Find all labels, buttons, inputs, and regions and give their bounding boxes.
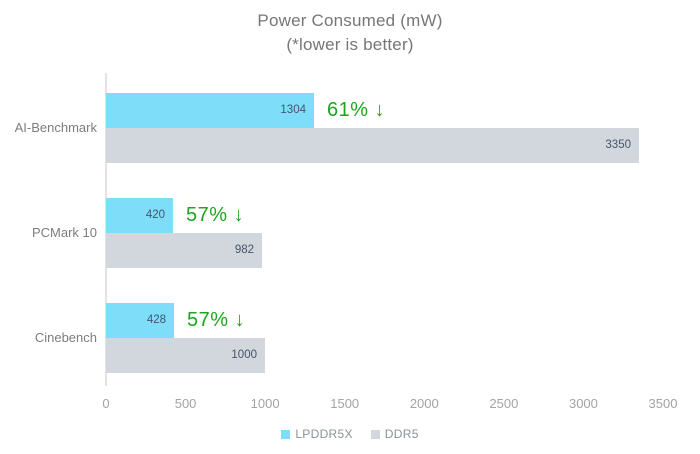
x-tick-label: 1500 xyxy=(330,396,360,411)
ddr5-bar-value: 982 xyxy=(234,244,254,256)
ddr5-bar: 1000 xyxy=(106,338,265,373)
percent-reduction-annotation: 61% ↓ xyxy=(327,99,386,121)
lpddr5x-bar: 428 xyxy=(106,303,174,338)
ddr5-bar: 982 xyxy=(106,233,262,268)
x-tick-label: 500 xyxy=(174,396,197,411)
legend-label: LPDDR5X xyxy=(295,427,353,441)
plot-area: 1304 3350 61% ↓ 420 982 57% ↓ 428 1000 57% ↓ xyxy=(106,93,676,383)
x-tick-label: 3500 xyxy=(648,396,678,411)
legend-label: DDR5 xyxy=(384,427,419,441)
legend-swatch-icon xyxy=(281,429,291,439)
lpddr5x-bar: 1304 xyxy=(106,93,314,128)
x-axis: 0 500 1000 1500 2000 2500 3000 3500 xyxy=(0,396,700,414)
category-axis: AI-Benchmark PCMark 10 Cinebench xyxy=(0,0,97,454)
legend-item-lpddr5x: LPDDR5X xyxy=(281,427,352,441)
ddr5-bar-value: 3350 xyxy=(605,139,631,151)
bar-group-cinebench: 428 1000 57% ↓ xyxy=(106,303,676,373)
lpddr5x-bar-value: 420 xyxy=(145,209,165,221)
chart-title: Power Consumed (mW) (*lower is better) xyxy=(0,9,700,57)
x-tick-label: 0 xyxy=(102,396,110,411)
ddr5-bar-value: 1000 xyxy=(231,349,257,361)
bar-group-pcmark-10: 420 982 57% ↓ xyxy=(106,198,676,268)
lpddr5x-bar: 420 xyxy=(106,198,173,233)
percent-reduction-annotation: 57% ↓ xyxy=(187,309,246,331)
x-tick-label: 1000 xyxy=(250,396,280,411)
category-label: Cinebench xyxy=(34,330,97,345)
x-tick-label: 3000 xyxy=(568,396,598,411)
category-label: AI-Benchmark xyxy=(14,120,97,135)
ddr5-bar: 3350 xyxy=(106,128,639,163)
lpddr5x-bar-value: 1304 xyxy=(280,104,306,116)
x-tick-label: 2500 xyxy=(489,396,519,411)
legend-swatch-icon xyxy=(370,429,380,439)
lpddr5x-bar-value: 428 xyxy=(146,314,166,326)
legend-item-ddr5: DDR5 xyxy=(370,427,419,441)
percent-reduction-annotation: 57% ↓ xyxy=(186,204,245,226)
x-tick-label: 2000 xyxy=(409,396,439,411)
chart-title-line1: Power Consumed (mW) xyxy=(257,11,443,30)
bar-group-ai-benchmark: 1304 3350 61% ↓ xyxy=(106,93,676,163)
chart-title-line2: (*lower is better) xyxy=(286,35,414,54)
legend: LPDDR5X DDR5 xyxy=(0,424,700,444)
category-label: PCMark 10 xyxy=(31,225,97,240)
